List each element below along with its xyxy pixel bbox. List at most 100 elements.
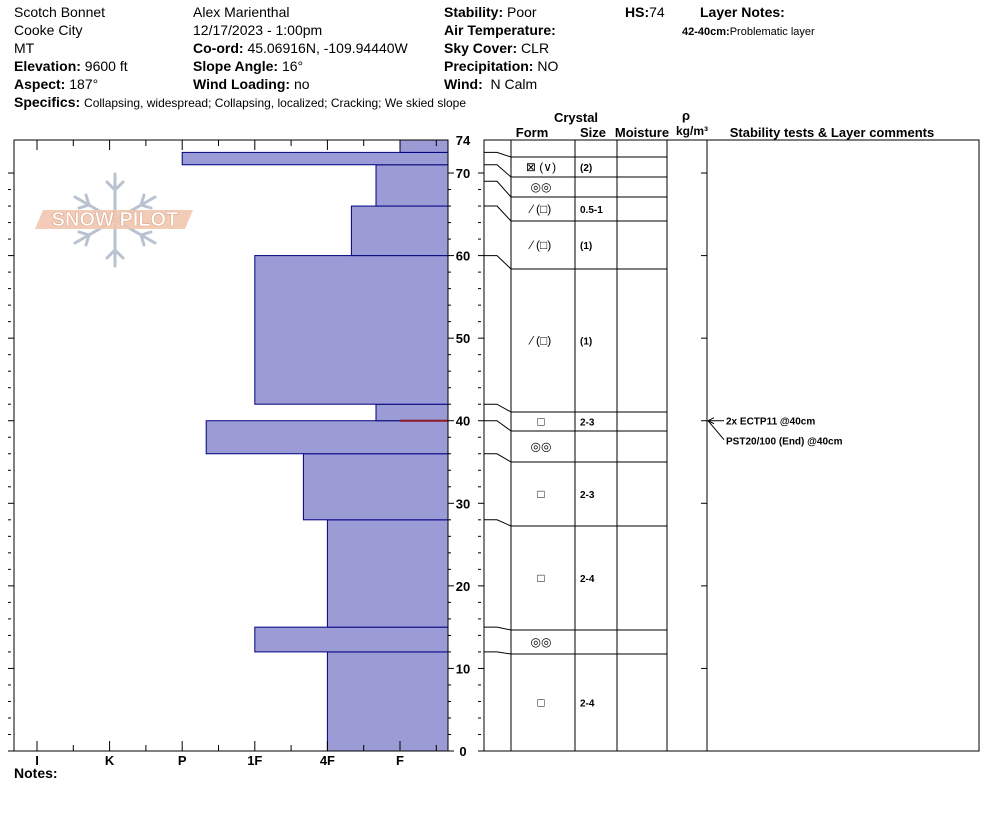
grain-form: ⁄ (□): [528, 238, 552, 252]
y-tick-label: 70: [456, 166, 470, 181]
y-tick-label: 10: [456, 661, 470, 676]
hardness-bar: [181, 151, 449, 166]
hardness-layers: [181, 139, 449, 752]
layer-connector: [484, 651, 512, 655]
precip-value: NO: [537, 58, 559, 74]
layer-connector: [484, 164, 512, 178]
wind-label: Wind:: [444, 76, 483, 92]
wind-row: Wind: N Calm: [444, 75, 537, 93]
stability-test-text: PST20/100 (End) @40cm: [726, 437, 843, 448]
table-rows: ⊠ (∨) (2) ◎◎ ⁄ (□) 0.5-1 ⁄ (□) (1) ⁄ (□) (1) □ 2-3…: [484, 151, 667, 710]
specifics-value: Collapsing, widespread; Collapsing, loca…: [84, 96, 467, 110]
stability-value: Poor: [507, 4, 537, 20]
col-density-unit: kg/m³: [676, 124, 708, 138]
wind-value: N Calm: [490, 76, 538, 92]
coord-row: Co-ord: 45.06916N, -109.94440W: [193, 39, 408, 57]
sky-value: CLR: [521, 40, 550, 56]
layer-note: 42-40cm:Problematic layer: [682, 22, 815, 41]
wind-loading-value: no: [293, 76, 310, 92]
y-tick-label: 20: [456, 579, 470, 594]
logo-text: SNOW PILOT: [52, 209, 179, 231]
x-tick-label: K: [105, 753, 115, 768]
y-tick-label: 40: [456, 414, 470, 429]
sky-label: Sky Cover:: [444, 40, 518, 56]
notes-label: Notes:: [14, 765, 58, 781]
grain-form: ◎◎: [531, 440, 552, 454]
slope-row: Slope Angle: 16°: [193, 57, 303, 75]
aspect-label: Aspect:: [14, 76, 66, 92]
hardness-bar: [375, 164, 449, 207]
col-size: Size: [580, 125, 606, 140]
aspect-value: 187°: [69, 76, 99, 92]
area: Cooke City: [14, 22, 83, 38]
grain-form: ◎◎: [531, 635, 552, 649]
layer-notes-label: Layer Notes:: [700, 4, 785, 20]
hs-value: 74: [649, 4, 665, 20]
grain-size: (2): [580, 163, 592, 174]
aspect-row: Aspect: 187°: [14, 75, 98, 93]
grain-form: ⁄ (□): [528, 202, 552, 216]
col-crystal: Crystal: [554, 110, 598, 125]
hardness-bar: [254, 626, 449, 653]
state: MT: [14, 40, 35, 56]
layer-connector: [484, 626, 512, 631]
hardness-bar: [350, 205, 449, 257]
elevation-value: 9600 ft: [84, 58, 128, 74]
layer-connector: [484, 180, 512, 198]
hs-label: HS:: [625, 4, 650, 20]
hardness-bar: [399, 139, 449, 153]
coord-value: 45.06916N, -109.94440W: [247, 40, 408, 56]
layer-connector: [484, 519, 512, 527]
grain-size: (1): [580, 337, 592, 348]
stability-test-text: 2x ECTP11 @40cm: [726, 417, 815, 428]
layer-note-text: Problematic layer: [729, 26, 815, 38]
air-temp-row: Air Temperature:: [444, 21, 556, 39]
layer-note-range: 42-40cm:: [682, 26, 730, 38]
col-stability: Stability tests & Layer comments: [730, 125, 934, 140]
observer: Alex Marienthal: [193, 4, 290, 20]
grain-form: ⁄ (□): [528, 334, 552, 348]
grain-size: 2-3: [580, 490, 595, 501]
stability-row: Stability: Poor: [444, 3, 537, 21]
layer-connector: [484, 420, 512, 432]
grain-size: 2-4: [580, 699, 595, 710]
hardness-bar: [326, 519, 449, 628]
layer-connector: [484, 151, 512, 158]
wind-loading-label: Wind Loading:: [193, 76, 291, 92]
grain-size: 2-3: [580, 418, 595, 429]
x-tick-label: 1F: [247, 753, 262, 768]
hardness-bar: [205, 420, 449, 455]
air-temp-label: Air Temperature:: [444, 22, 556, 38]
x-tick-label: 4F: [320, 753, 335, 768]
x-tick-label: I: [35, 753, 39, 768]
col-moisture: Moisture: [615, 125, 669, 140]
slope-label: Slope Angle:: [193, 58, 279, 74]
grain-size: (1): [580, 241, 592, 252]
layer-connector: [484, 453, 512, 463]
slope-value: 16°: [281, 58, 304, 74]
x-tick-label: F: [396, 753, 404, 768]
depth-axis: 0 10 20 30 40 50 60 70 74: [8, 133, 707, 759]
hardness-x-ticks: I K P 1F 4F F: [35, 140, 437, 768]
grain-form: □: [537, 415, 544, 429]
elevation-row: Elevation: 9600 ft: [14, 57, 128, 75]
hardness-bar: [254, 255, 449, 405]
grain-form: ⊠ (∨): [526, 160, 556, 174]
y-tick-label: 60: [456, 249, 470, 264]
wind-loading-row: Wind Loading: no: [193, 75, 310, 93]
hardness-bar: [302, 453, 449, 521]
stability-label: Stability:: [444, 4, 504, 20]
hardness-bar: [326, 651, 449, 752]
layer-connector: [484, 205, 512, 222]
col-rho: ρ: [682, 108, 690, 123]
precip-label: Precipitation:: [444, 58, 534, 74]
precip-row: Precipitation: NO: [444, 57, 558, 75]
col-form: Form: [516, 125, 549, 140]
grain-form: □: [537, 696, 544, 710]
layer-connector: [484, 255, 512, 270]
y-tick-label: 74: [456, 133, 471, 148]
snowpilot-logo: SNOW PILOT: [35, 172, 193, 268]
stability-tests: 2x ECTP11 @40cm PST20/100 (End) @40cm: [706, 417, 843, 448]
specifics-row: Specifics: Collapsing, widespread; Colla…: [14, 94, 470, 110]
